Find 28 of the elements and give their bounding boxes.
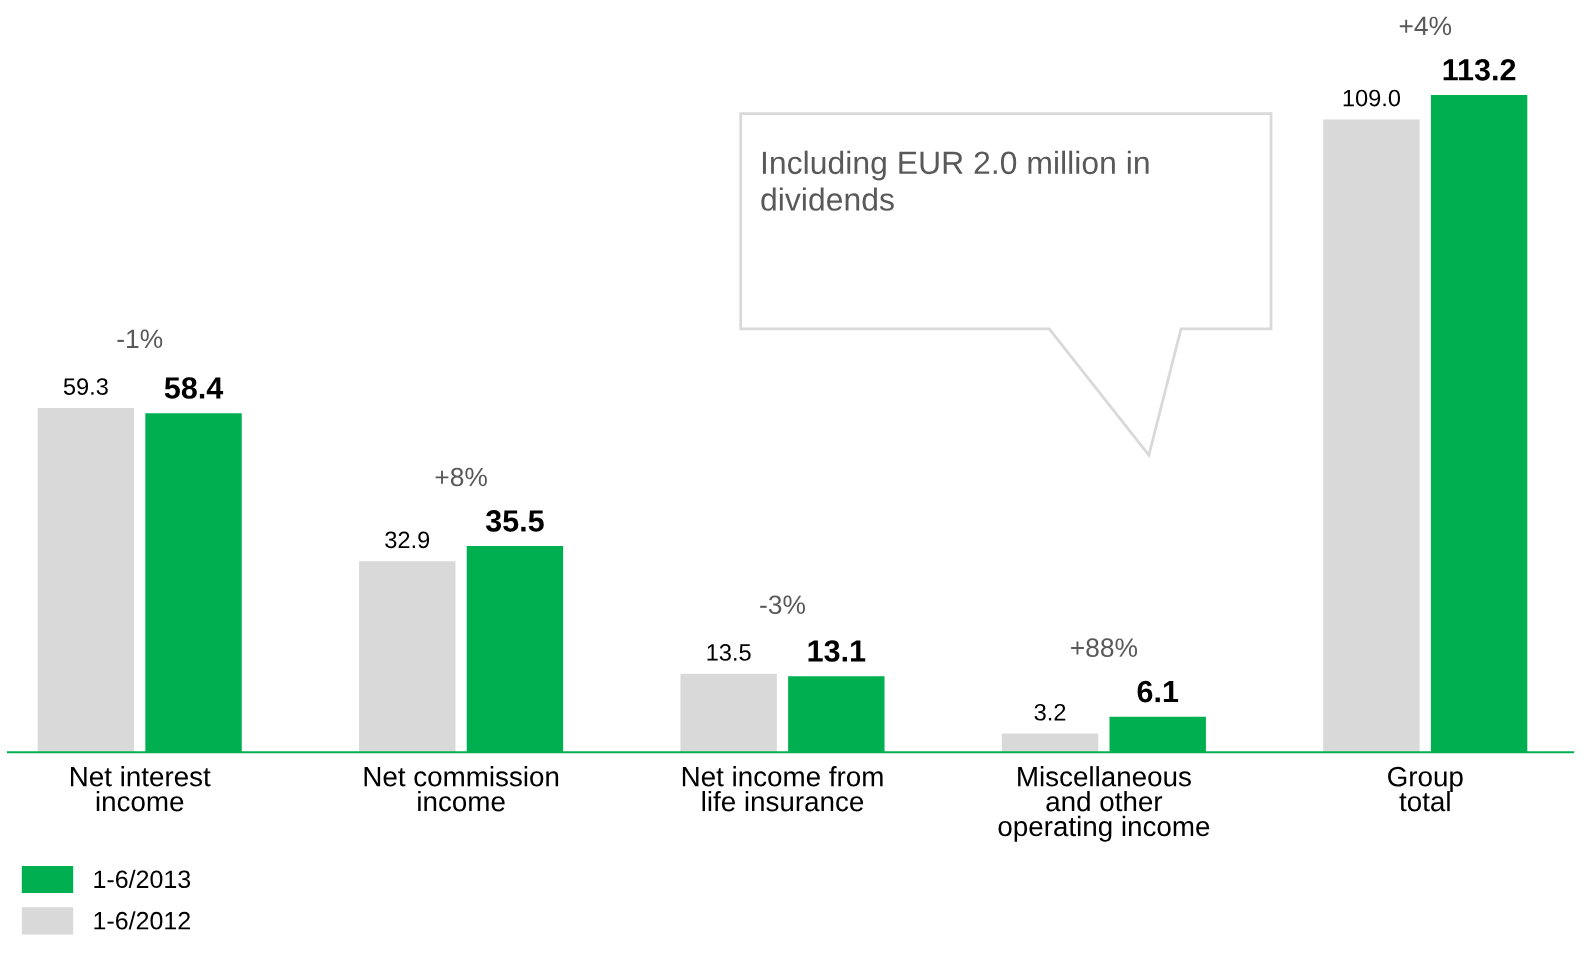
data-label: 32.9 [385, 531, 430, 549]
legend-label: 1-6/2012 [94, 911, 190, 930]
bar [680, 673, 777, 753]
data-label: 6.1 [1137, 680, 1179, 703]
x-tick-label: Net interest income [70, 766, 211, 812]
bar [359, 561, 456, 753]
bar [1001, 733, 1099, 753]
legend-label: 1-6/2013 [94, 869, 191, 889]
annotation: Including EUR 2.0 million in dividends [761, 150, 1149, 211]
x-tick-label: Net commission income [364, 766, 559, 812]
annotation: -3% [760, 595, 806, 615]
x-tick-label: Net income from life insurance [682, 766, 883, 812]
text: +4% [1399, 16, 1452, 36]
x-tick-label: Miscellaneous and other operating income [998, 766, 1210, 842]
data-label: 35.5 [485, 510, 544, 532]
data-label: 3.2 [1034, 703, 1066, 721]
data-label: 13.1 [808, 640, 866, 662]
annotation: -1% [117, 329, 163, 349]
x-tick-label: Group total [1388, 766, 1463, 812]
data-label: 109.0 [1343, 89, 1401, 107]
annotation: +8% [435, 467, 487, 487]
bar [37, 407, 135, 753]
data-label: 58.4 [164, 377, 224, 399]
data-label: 113.2 [1443, 59, 1516, 81]
annotation: +88% [1071, 638, 1138, 658]
data-label: 59.3 [63, 378, 108, 395]
bar [1323, 119, 1420, 753]
data-label: 13.5 [707, 644, 751, 661]
